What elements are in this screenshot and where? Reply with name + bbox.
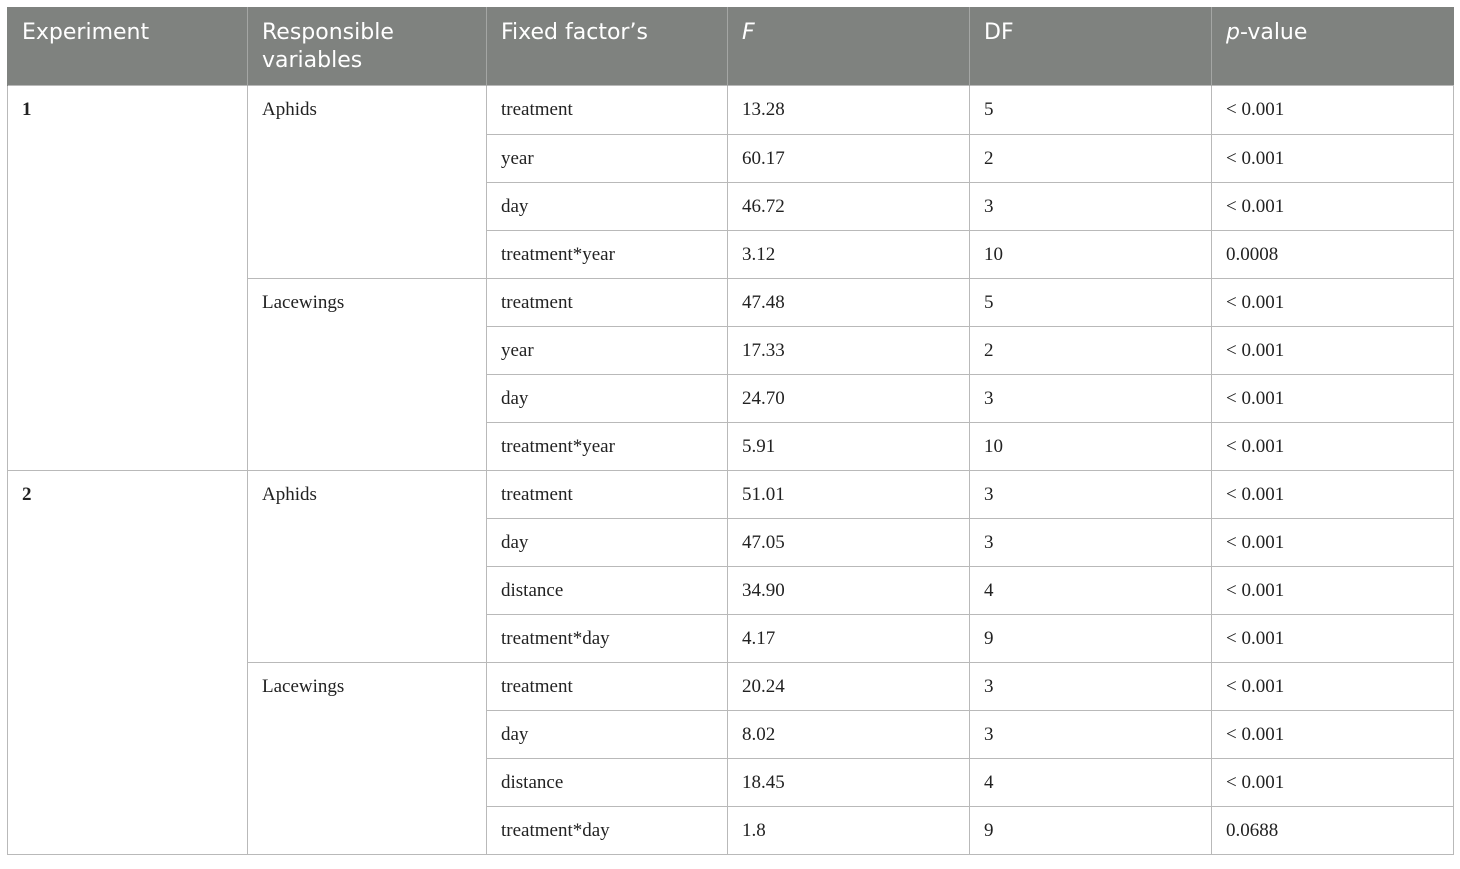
df-cell: 5: [969, 85, 1212, 135]
f-value-cell: 47.48: [727, 278, 970, 327]
p-value-cell: < 0.001: [1211, 614, 1454, 663]
table-row: Lacewings treatment 47.48 5 < 0.001: [8, 278, 1454, 471]
table-row: treatment*year 3.12 10 0.0008: [8, 230, 1454, 279]
fixed-factor-cell: day: [486, 518, 728, 567]
fixed-factor-cell: treatment: [486, 85, 728, 135]
header-p-suffix: -value: [1239, 20, 1308, 45]
fixed-factor-cell: treatment: [486, 278, 728, 327]
p-value-cell: < 0.001: [1211, 662, 1454, 711]
table-row: day 24.70 3 < 0.001: [8, 374, 1454, 423]
header-fixed-factor: Fixed factor’s: [486, 7, 728, 86]
header-f-label: F: [742, 20, 755, 45]
p-value-cell: < 0.001: [1211, 278, 1454, 327]
table-row: day 8.02 3 < 0.001: [8, 710, 1454, 759]
df-cell: 2: [969, 326, 1212, 375]
p-value-cell: < 0.001: [1211, 182, 1454, 231]
p-value-cell: 0.0688: [1211, 806, 1454, 855]
fixed-factor-cell: treatment*year: [486, 422, 728, 471]
table-row: year 60.17 2 < 0.001: [8, 134, 1454, 183]
df-cell: 3: [969, 470, 1212, 519]
fixed-factor-cell: year: [486, 134, 728, 183]
df-cell: 4: [969, 758, 1212, 807]
p-value-cell: < 0.001: [1211, 566, 1454, 615]
header-responsible-variables: Responsible variables: [247, 7, 487, 86]
table-row: Lacewings treatment 20.24 3 < 0.001: [8, 662, 1454, 855]
table-row: treatment*year 5.91 10 < 0.001: [8, 422, 1454, 471]
p-value-cell: < 0.001: [1211, 710, 1454, 759]
experiment-cell: 2: [7, 470, 248, 855]
fixed-factor-cell: treatment: [486, 662, 728, 711]
f-value-cell: 34.90: [727, 566, 970, 615]
p-value-cell: < 0.001: [1211, 326, 1454, 375]
fixed-factor-cell: treatment: [486, 470, 728, 519]
f-value-cell: 51.01: [727, 470, 970, 519]
f-value-cell: 8.02: [727, 710, 970, 759]
df-cell: 3: [969, 662, 1212, 711]
p-value-cell: 0.0008: [1211, 230, 1454, 279]
table-row: day 47.05 3 < 0.001: [8, 518, 1454, 567]
df-cell: 10: [969, 422, 1212, 471]
table-body: 1 Aphids treatment 13.28 5 < 0.001 year 60.17 2 <…: [7, 85, 1454, 855]
fixed-factor-cell: treatment*day: [486, 614, 728, 663]
f-value-cell: 3.12: [727, 230, 970, 279]
responsible-variable-cell: Lacewings: [247, 662, 487, 855]
p-value-cell: < 0.001: [1211, 758, 1454, 807]
anova-table: Experiment Responsible variables Fixed f…: [7, 7, 1454, 855]
df-cell: 3: [969, 374, 1212, 423]
p-value-cell: < 0.001: [1211, 374, 1454, 423]
df-cell: 9: [969, 806, 1212, 855]
fixed-factor-cell: distance: [486, 758, 728, 807]
f-value-cell: 1.8: [727, 806, 970, 855]
table-row: year 17.33 2 < 0.001: [8, 326, 1454, 375]
responsible-variable-cell: Aphids: [247, 85, 487, 279]
df-cell: 9: [969, 614, 1212, 663]
fixed-factor-cell: year: [486, 326, 728, 375]
df-cell: 4: [969, 566, 1212, 615]
p-value-cell: < 0.001: [1211, 134, 1454, 183]
header-p-letter: p: [1226, 20, 1240, 45]
df-cell: 3: [969, 710, 1212, 759]
responsible-variable-cell: Lacewings: [247, 278, 487, 471]
f-value-cell: 24.70: [727, 374, 970, 423]
fixed-factor-cell: distance: [486, 566, 728, 615]
f-value-cell: 18.45: [727, 758, 970, 807]
table-row: distance 34.90 4 < 0.001: [8, 566, 1454, 615]
f-value-cell: 13.28: [727, 85, 970, 135]
header-row: Experiment Responsible variables Fixed f…: [7, 7, 1454, 86]
p-value-cell: < 0.001: [1211, 85, 1454, 135]
responsible-variable-cell: Aphids: [247, 470, 487, 663]
experiment-cell: 1: [7, 85, 248, 471]
df-cell: 2: [969, 134, 1212, 183]
table-row: 2 Aphids treatment 51.01 3 < 0.001: [7, 470, 1454, 855]
fixed-factor-cell: treatment*year: [486, 230, 728, 279]
f-value-cell: 47.05: [727, 518, 970, 567]
header-experiment: Experiment: [7, 7, 248, 86]
f-value-cell: 5.91: [727, 422, 970, 471]
table-row: day 46.72 3 < 0.001: [8, 182, 1454, 231]
p-value-cell: < 0.001: [1211, 470, 1454, 519]
f-value-cell: 60.17: [727, 134, 970, 183]
p-value-cell: < 0.001: [1211, 422, 1454, 471]
fixed-factor-cell: day: [486, 710, 728, 759]
header-df: DF: [969, 7, 1212, 86]
fixed-factor-cell: day: [486, 182, 728, 231]
df-cell: 3: [969, 518, 1212, 567]
p-value-cell: < 0.001: [1211, 518, 1454, 567]
fixed-factor-cell: day: [486, 374, 728, 423]
f-value-cell: 20.24: [727, 662, 970, 711]
df-cell: 5: [969, 278, 1212, 327]
f-value-cell: 17.33: [727, 326, 970, 375]
df-cell: 3: [969, 182, 1212, 231]
header-p-value: p-value: [1211, 7, 1454, 86]
df-cell: 10: [969, 230, 1212, 279]
f-value-cell: 46.72: [727, 182, 970, 231]
f-value-cell: 4.17: [727, 614, 970, 663]
fixed-factor-cell: treatment*day: [486, 806, 728, 855]
header-f: F: [727, 7, 970, 86]
table-row: 1 Aphids treatment 13.28 5 < 0.001: [7, 85, 1454, 471]
table-row: treatment*day 1.8 9 0.0688: [8, 806, 1454, 855]
table-header: Experiment Responsible variables Fixed f…: [7, 7, 1454, 86]
